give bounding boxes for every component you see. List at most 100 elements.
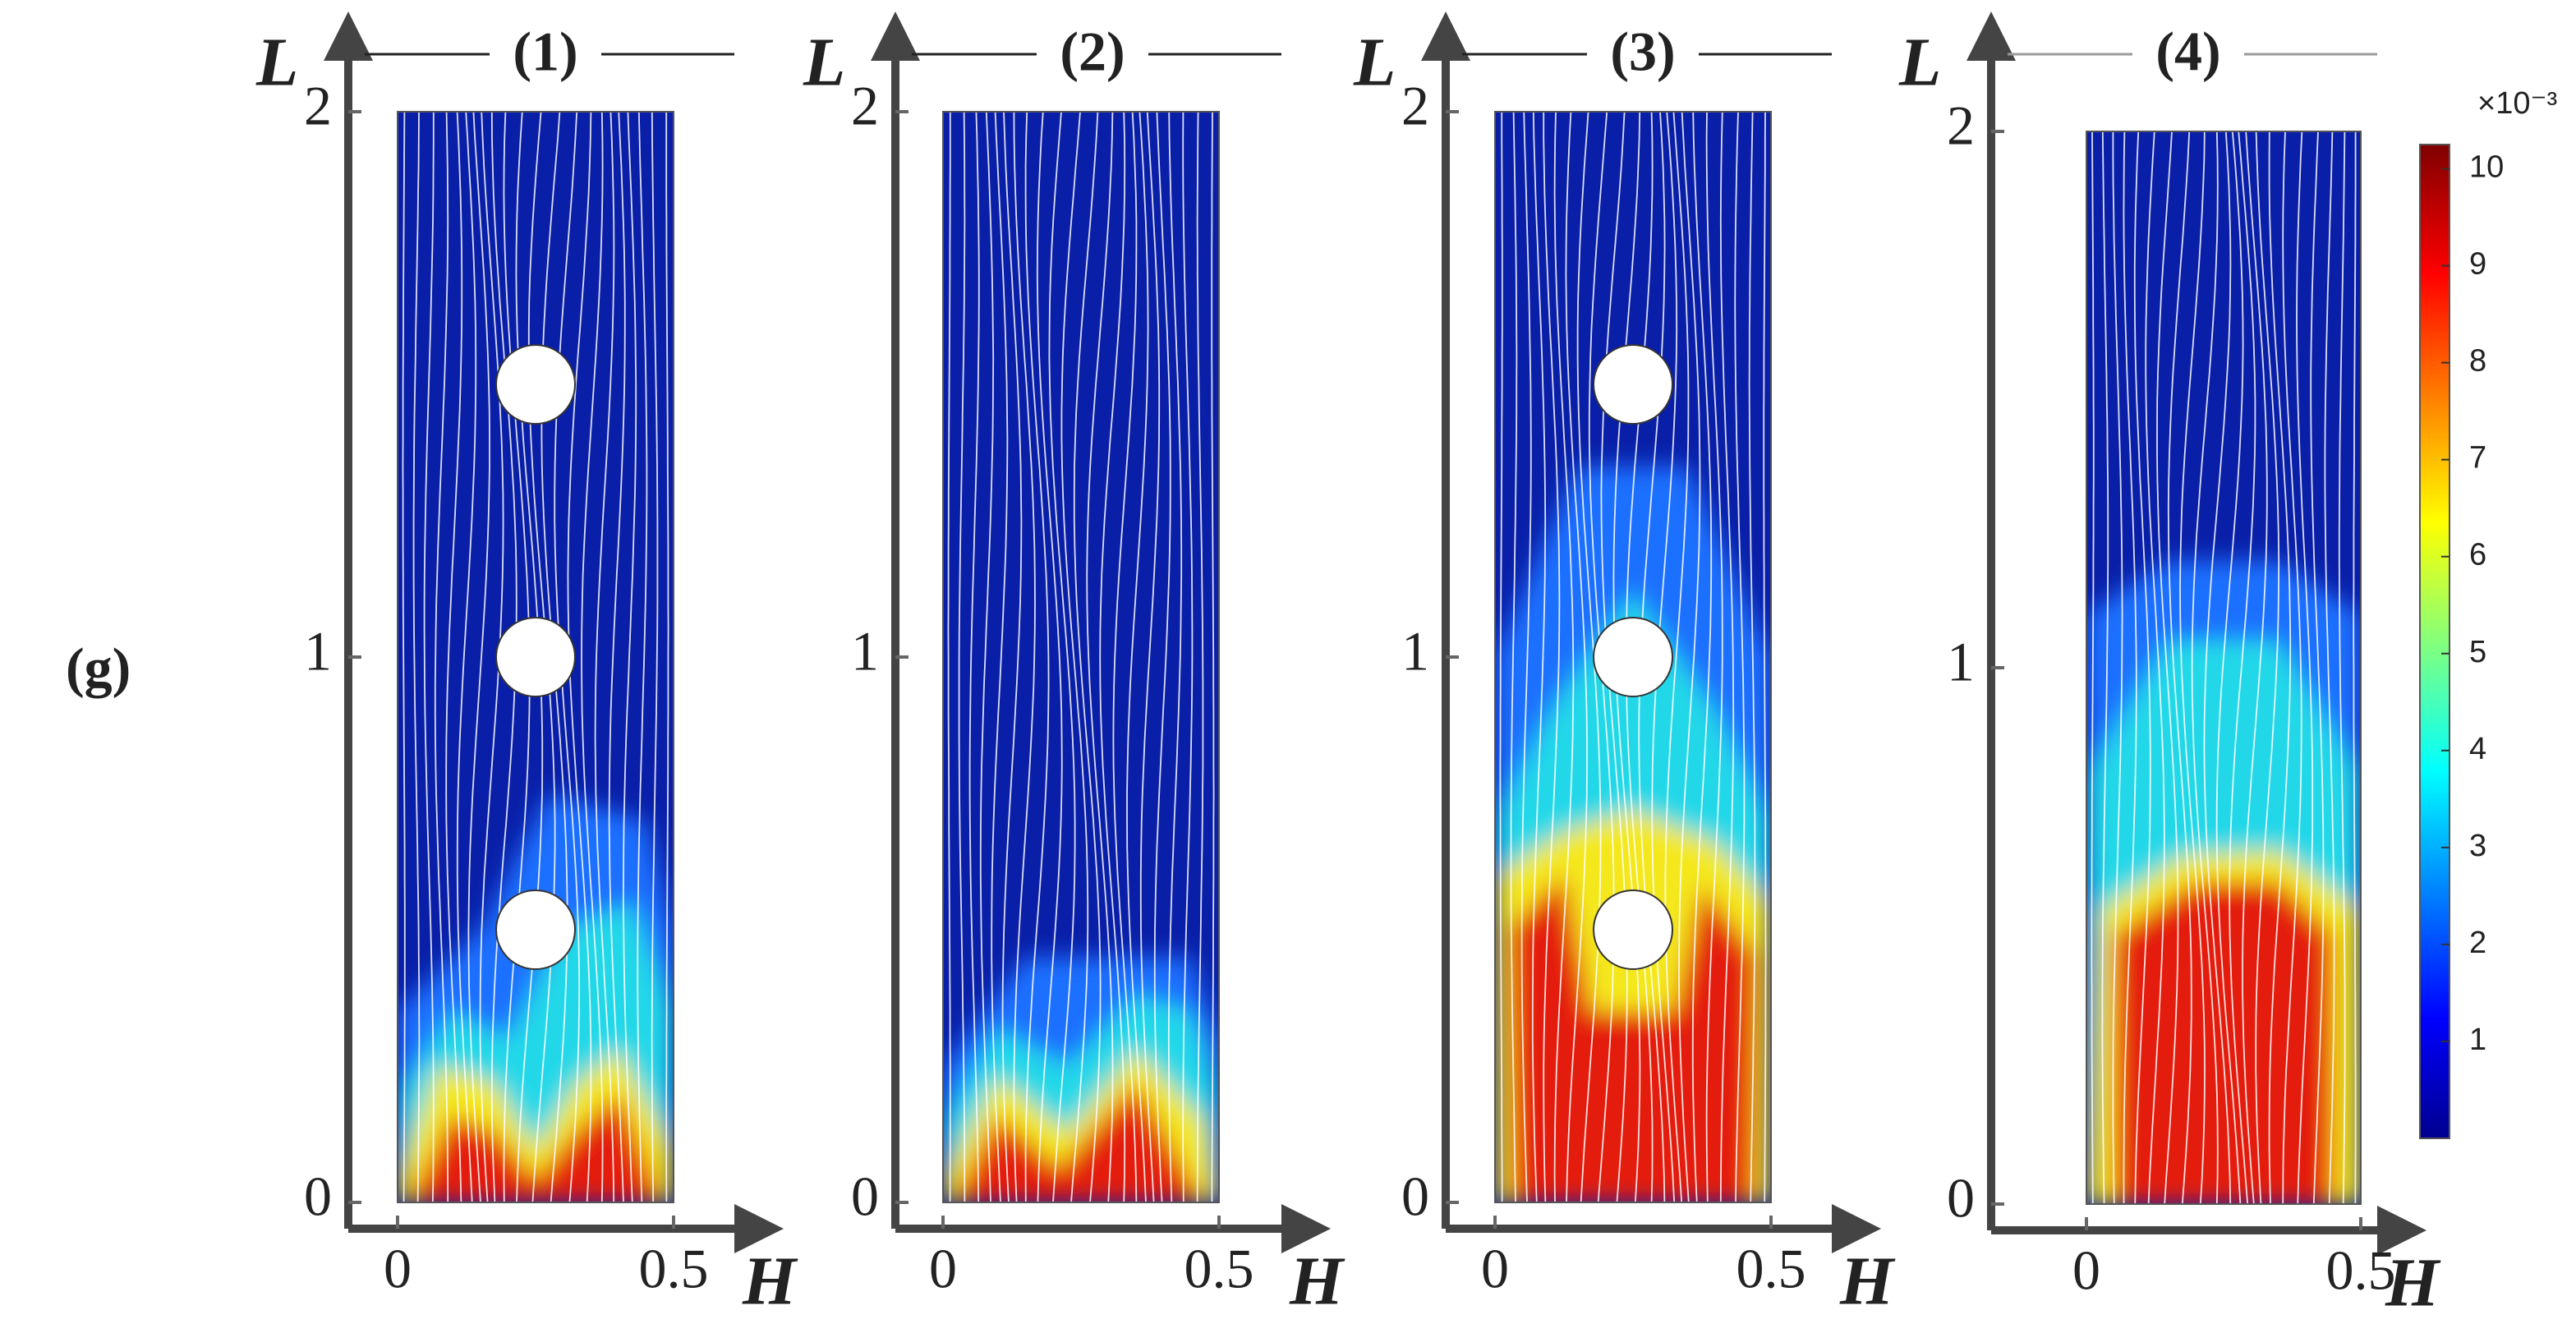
streamline [2123, 131, 2137, 1204]
streamline [1748, 112, 1756, 1202]
streamline [594, 112, 615, 1202]
streamline [1664, 112, 1690, 1202]
streamline [412, 112, 421, 1202]
panel: 0 1 2 0 0.5 L H (2) [803, 11, 1346, 1319]
streamline [2215, 131, 2244, 1204]
streamline [2191, 131, 2219, 1204]
streamline [2112, 131, 2123, 1204]
streamline [1073, 112, 1102, 1202]
panel-title: (3) [1610, 21, 1675, 83]
streamline [2156, 131, 2179, 1204]
plot-area [1495, 112, 1771, 1202]
streamline [1520, 112, 1532, 1202]
streamline [2229, 131, 2256, 1204]
x-tick-label: 0 [2072, 1239, 2100, 1302]
streamline [1048, 112, 1076, 1202]
streamline [1060, 112, 1089, 1202]
streamline [2296, 131, 2314, 1204]
streamline [2091, 131, 2095, 1204]
plot-area [2086, 131, 2361, 1204]
panel: 0 1 2 0 0.5 L H (1) [255, 11, 798, 1319]
streamline [1543, 112, 1561, 1202]
heat [2086, 560, 2361, 1204]
streamline [2268, 131, 2292, 1204]
streamline [1013, 112, 1036, 1202]
heat-red [408, 1093, 663, 1202]
obstacle [1593, 344, 1673, 425]
y-tick-label: 2 [851, 75, 879, 137]
streamline [2242, 131, 2268, 1204]
plot-area [398, 112, 674, 1202]
streamline [1167, 112, 1183, 1202]
streamline [1678, 112, 1701, 1202]
x-axis-label: H [1839, 1243, 1896, 1319]
streamline [958, 112, 966, 1202]
streamline [651, 112, 659, 1202]
streamline [1126, 112, 1149, 1202]
streamline [2353, 131, 2357, 1204]
streamline [456, 112, 477, 1202]
streamline [467, 112, 490, 1202]
y-tick-label: 0 [1947, 1167, 1975, 1230]
colorbar-tick-label: 4 [2469, 732, 2486, 766]
y-tick-label: 2 [1947, 94, 1975, 157]
streamline [2255, 131, 2280, 1204]
streamline [1719, 112, 1735, 1202]
panel-title: (4) [2155, 21, 2220, 83]
streamline [1531, 112, 1547, 1202]
colorbar-label: ×10⁻³ [2477, 86, 2557, 121]
x-axis-label: H [742, 1243, 798, 1319]
streamline [1024, 112, 1050, 1202]
obstacle [495, 889, 576, 970]
colorbar-tick-label: 6 [2469, 538, 2486, 572]
streamline [1510, 112, 1518, 1202]
colorbar [2419, 144, 2450, 1139]
plot-frame [1494, 111, 1772, 1203]
colorbar-tick-label: 7 [2469, 441, 2486, 476]
colorbar-tick-label: 8 [2469, 344, 2486, 379]
streamline [1763, 112, 1767, 1202]
y-axis-label: L [1353, 24, 1396, 100]
streamline [1705, 112, 1723, 1202]
heat-red [2114, 882, 2334, 1204]
heat [1495, 466, 1771, 1202]
streamline [581, 112, 604, 1202]
heat-red [1508, 875, 1758, 1202]
x-tick-label: 0 [384, 1238, 412, 1300]
streamline [2145, 131, 2165, 1204]
plot-area [943, 112, 1219, 1202]
streamline [991, 112, 1009, 1202]
streamline [2179, 131, 2206, 1204]
colorbar-tick-label: 2 [2469, 926, 2486, 960]
obstacle [1593, 617, 1673, 697]
y-axis-label: L [255, 24, 298, 100]
plot-frame [942, 111, 1220, 1203]
streamline [434, 112, 449, 1202]
figure-label: (g) [66, 637, 131, 699]
colorbar-tick-label: 1 [2469, 1023, 2486, 1057]
streamline [1139, 112, 1161, 1202]
streamline [665, 112, 669, 1202]
streamline [2133, 131, 2151, 1204]
streamline [968, 112, 980, 1202]
streamline [2324, 131, 2335, 1204]
plot-frame [2086, 131, 2362, 1205]
streamline [1001, 112, 1023, 1202]
y-tick-label: 0 [851, 1165, 879, 1228]
x-tick-label: 0 [929, 1238, 957, 1300]
panel: 0 1 2 0 0.5 L H (3) [1353, 11, 1896, 1319]
streamline [1099, 112, 1126, 1202]
streamline [2338, 131, 2346, 1204]
streamline [1182, 112, 1194, 1202]
streamline [423, 112, 435, 1202]
y-tick-label: 2 [1401, 75, 1429, 137]
plot-frame [397, 111, 674, 1203]
streamline [1196, 112, 1204, 1202]
x-tick-label: 0.5 [1184, 1238, 1254, 1300]
streamline [1734, 112, 1746, 1202]
colorbar-tick-label: 10 [2469, 150, 2504, 185]
streamline [2167, 131, 2192, 1204]
streamline [979, 112, 995, 1202]
streamline [2203, 131, 2232, 1204]
